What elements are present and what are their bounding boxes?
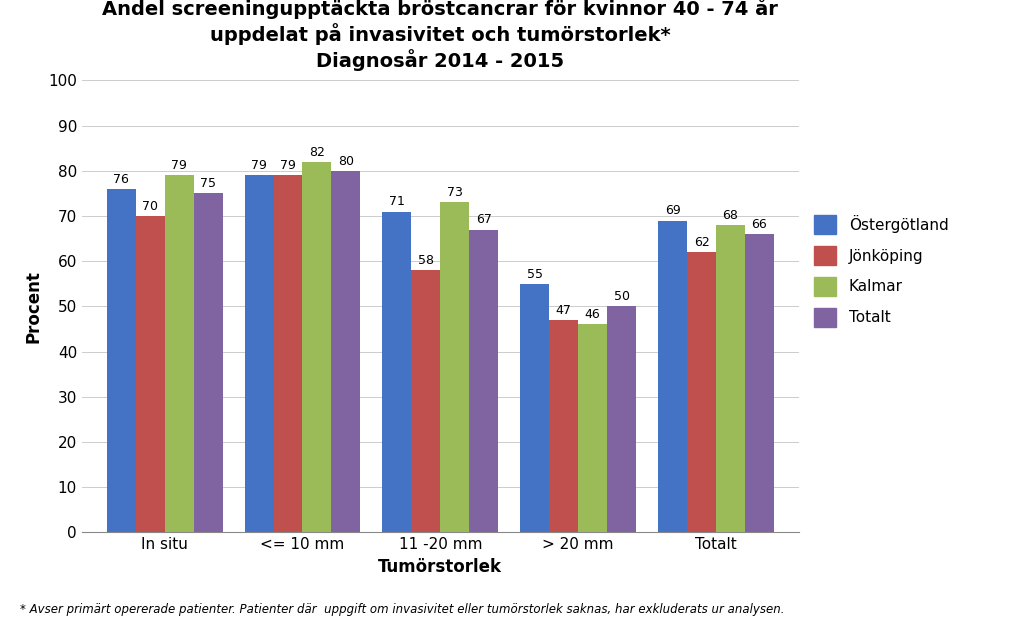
Text: 55: 55 (526, 267, 543, 280)
Text: 80: 80 (338, 155, 354, 168)
Text: 66: 66 (752, 218, 767, 231)
Bar (469, 230, 499, 532)
Bar (658, 220, 687, 532)
Text: 71: 71 (389, 196, 404, 209)
Bar (194, 193, 222, 532)
Title: Andel screeningupptäckta bröstcancrar för kvinnor 40 - 74 år
uppdelat på invasiv: Andel screeningupptäckta bröstcancrar fö… (102, 0, 778, 71)
Text: 73: 73 (446, 186, 463, 199)
Bar (520, 284, 549, 532)
Text: 58: 58 (418, 254, 434, 267)
Y-axis label: Procent: Procent (25, 270, 43, 343)
Text: 47: 47 (556, 304, 571, 317)
Bar (687, 252, 716, 532)
Text: 62: 62 (693, 236, 710, 249)
Bar (549, 320, 579, 532)
X-axis label: Tumörstorlek: Tumörstorlek (378, 558, 503, 576)
Text: 79: 79 (280, 159, 296, 172)
Text: 82: 82 (309, 145, 325, 158)
Text: 79: 79 (171, 159, 187, 172)
Text: 70: 70 (142, 200, 158, 213)
Text: 75: 75 (200, 177, 216, 190)
Bar (382, 212, 412, 532)
Text: 79: 79 (251, 159, 267, 172)
Bar (106, 189, 135, 532)
Text: * Avser primärt opererade patienter. Patienter där  uppgift om invasivitet eller: * Avser primärt opererade patienter. Pat… (20, 603, 785, 616)
Bar (412, 271, 440, 532)
Bar (440, 202, 469, 532)
Bar (165, 175, 194, 532)
Text: 50: 50 (613, 290, 630, 303)
Text: 69: 69 (665, 204, 681, 217)
Legend: Östergötland, Jönköping, Kalmar, Totalt: Östergötland, Jönköping, Kalmar, Totalt (813, 215, 948, 326)
Bar (135, 216, 165, 532)
Bar (245, 175, 273, 532)
Text: 67: 67 (476, 214, 492, 227)
Bar (716, 225, 745, 532)
Bar (273, 175, 302, 532)
Bar (332, 171, 360, 532)
Text: 68: 68 (723, 209, 738, 222)
Text: 76: 76 (114, 173, 129, 186)
Bar (745, 234, 774, 532)
Bar (579, 324, 607, 532)
Text: 46: 46 (585, 308, 600, 321)
Bar (607, 306, 636, 532)
Bar (302, 162, 332, 532)
